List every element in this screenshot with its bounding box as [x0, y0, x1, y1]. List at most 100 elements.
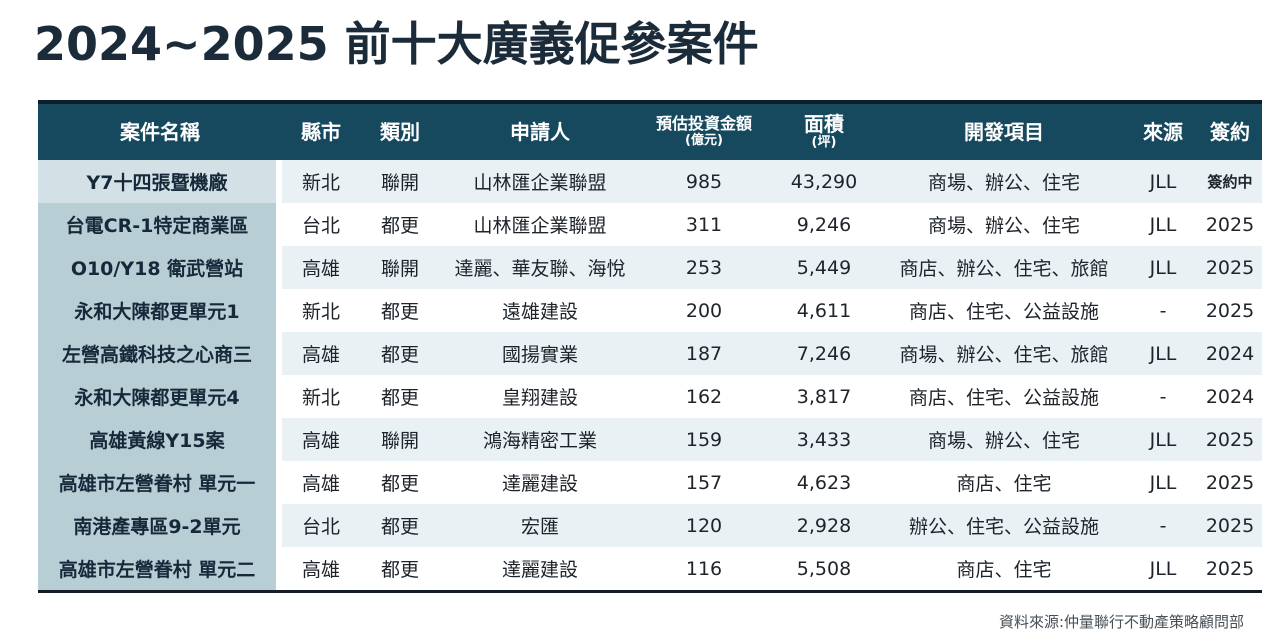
cell-signing: 2025 [1205, 428, 1255, 451]
cell-development: 辦公、住宅、公益設施 [908, 516, 1099, 538]
cell-category: 都更 [380, 301, 419, 323]
cell-development: 商場、辦公、住宅、旅館 [899, 344, 1109, 366]
cell-area: 3,817 [796, 385, 852, 408]
cell-development: 商場、辦公、住宅 [927, 430, 1080, 452]
cell-applicant: 達麗、華友聯、海悅 [454, 258, 626, 280]
table-row: 左營高鐵科技之心商三 高雄 都更 國揚實業 187 7,246 商場、辦公、住宅、旅館 JLL… [38, 332, 1262, 375]
cell-applicant: 山林匯企業聯盟 [473, 215, 607, 237]
cell-city: 高雄 [301, 258, 340, 280]
cell-applicant: 鴻海精密工業 [482, 430, 597, 452]
cell-category: 聯開 [380, 172, 419, 194]
cell-applicant: 達麗建設 [501, 473, 578, 495]
cell-source: JLL [1149, 471, 1177, 494]
cell-area: 5,449 [796, 256, 852, 279]
cell-source: - [1159, 299, 1167, 322]
cell-name: 高雄市左營眷村 單元二 [38, 547, 282, 590]
column-header-label: 來源 [1143, 119, 1183, 144]
column-header-signing: 簽約 [1198, 104, 1262, 160]
cell-investment: 187 [685, 342, 723, 365]
cell-signing: 2024 [1205, 385, 1255, 408]
cell-city: 新北 [301, 387, 340, 409]
cell-development: 商場、辦公、住宅 [927, 215, 1080, 237]
source-note: 資料來源:仲量聯行不動產策略顧問部 [998, 613, 1244, 631]
cell-city: 台北 [301, 516, 340, 538]
cell-category: 都更 [380, 516, 419, 538]
cell-category: 聯開 [380, 430, 419, 452]
cell-signing: 2025 [1205, 256, 1255, 279]
cell-category: 都更 [380, 473, 419, 495]
cell-source: JLL [1149, 428, 1177, 451]
table-row: Y7十四張暨機廠 新北 聯開 山林匯企業聯盟 985 43,290 商場、辦公、住宅 JLL 簽… [38, 160, 1262, 203]
cell-name: 南港產專區9-2單元 [38, 504, 282, 547]
cell-city: 新北 [301, 172, 340, 194]
cell-area: 3,433 [796, 428, 852, 451]
cell-area: 7,246 [796, 342, 852, 365]
cell-area: 5,508 [796, 557, 852, 580]
cell-name: 永和大陳都更單元1 [38, 289, 282, 332]
cell-signing: 簽約中 [1207, 173, 1253, 191]
cell-signing: 2025 [1205, 514, 1255, 537]
cell-applicant: 國揚實業 [501, 344, 578, 366]
cell-city: 高雄 [301, 473, 340, 495]
cell-category: 都更 [380, 215, 419, 237]
cell-applicant: 遠雄建設 [501, 301, 578, 323]
cell-source: JLL [1149, 256, 1177, 279]
cell-applicant: 山林匯企業聯盟 [473, 172, 607, 194]
cell-category: 聯開 [380, 258, 419, 280]
cell-applicant: 皇翔建設 [501, 387, 578, 409]
table-row: 台電CR-1特定商業區 台北 都更 山林匯企業聯盟 311 9,246 商場、辦公、住宅 JL… [38, 203, 1262, 246]
column-header-label: 案件名稱 [120, 119, 200, 144]
cell-name: 永和大陳都更單元4 [38, 375, 282, 418]
table-header: 案件名稱 縣市 類別 申請人 預估投資金額 (億元) 面積 (坪) 開發項目 來源 簽約 [38, 100, 1262, 160]
column-header-label: 申請人 [510, 119, 570, 144]
cases-table: 案件名稱 縣市 類別 申請人 預估投資金額 (億元) 面積 (坪) 開發項目 來源 簽約 Y7十四張… [38, 100, 1262, 593]
column-header-label: 面積 [804, 112, 844, 137]
cell-development: 商場、辦公、住宅 [927, 172, 1080, 194]
column-header-label: 開發項目 [964, 119, 1044, 144]
cell-area: 43,290 [790, 170, 858, 193]
table-row: 永和大陳都更單元1 新北 都更 遠雄建設 200 4,611 商店、住宅、公益設施 - 2025 [38, 289, 1262, 332]
cell-city: 新北 [301, 301, 340, 323]
cell-investment: 162 [685, 385, 723, 408]
column-header-name: 案件名稱 [38, 104, 282, 160]
cell-category: 都更 [380, 344, 419, 366]
cell-source: JLL [1149, 557, 1177, 580]
column-header-applicant: 申請人 [440, 104, 640, 160]
column-header-label: 類別 [380, 119, 420, 144]
cell-investment: 200 [685, 299, 723, 322]
cell-area: 2,928 [796, 514, 852, 537]
cell-development: 商店、住宅 [956, 559, 1052, 581]
column-header-investment: 預估投資金額 (億元) [640, 104, 768, 160]
cell-source: JLL [1149, 213, 1177, 236]
cell-applicant: 宏匯 [520, 516, 559, 538]
cell-development: 商店、辦公、住宅、旅館 [899, 258, 1109, 280]
column-header-source: 來源 [1128, 104, 1198, 160]
table-row: 高雄市左營眷村 單元一 高雄 都更 達麗建設 157 4,623 商店、住宅 JLL 2025 [38, 461, 1262, 504]
cell-source: - [1159, 385, 1167, 408]
cell-source: JLL [1149, 342, 1177, 365]
cell-name: 左營高鐵科技之心商三 [38, 332, 282, 375]
cell-investment: 116 [685, 557, 723, 580]
column-header-subtitle: (坪) [811, 135, 837, 151]
cell-source: JLL [1149, 170, 1177, 193]
cell-development: 商店、住宅、公益設施 [908, 387, 1099, 409]
cell-investment: 120 [685, 514, 723, 537]
column-header-development: 開發項目 [880, 104, 1128, 160]
cell-development: 商店、住宅、公益設施 [908, 301, 1099, 323]
cell-signing: 2025 [1205, 557, 1255, 580]
cell-name: 高雄市左營眷村 單元一 [38, 461, 282, 504]
cell-signing: 2024 [1205, 342, 1255, 365]
cell-city: 高雄 [301, 344, 340, 366]
cell-signing: 2025 [1205, 299, 1255, 322]
cell-investment: 985 [685, 170, 723, 193]
table-row: 南港產專區9-2單元 台北 都更 宏匯 120 2,928 辦公、住宅、公益設施 - 2025 [38, 504, 1262, 547]
cell-signing: 2025 [1205, 213, 1255, 236]
cell-applicant: 達麗建設 [501, 559, 578, 581]
column-header-label: 簽約 [1210, 119, 1250, 144]
table-row: 高雄黃線Y15案 高雄 聯開 鴻海精密工業 159 3,433 商場、辦公、住宅 JLL 202… [38, 418, 1262, 461]
cell-development: 商店、住宅 [956, 473, 1052, 495]
cell-category: 都更 [380, 559, 419, 581]
column-header-subtitle: (億元) [685, 132, 723, 148]
column-header-category: 類別 [360, 104, 440, 160]
cell-area: 4,623 [796, 471, 852, 494]
